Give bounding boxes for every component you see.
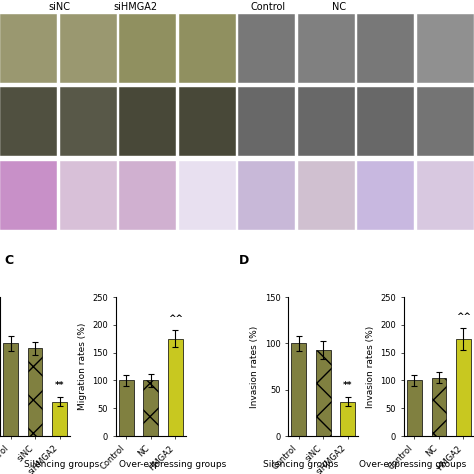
Text: **: ** [55,381,64,390]
Bar [340,402,355,436]
Bar [431,378,447,436]
Text: Control: Control [250,2,285,12]
Text: NC: NC [332,2,346,12]
Bar [407,381,422,436]
Text: D: D [239,254,250,266]
Bar [292,343,306,436]
Text: siNC: siNC [48,2,70,12]
Text: C: C [5,254,14,266]
Text: ^^: ^^ [456,312,471,321]
Text: **: ** [343,381,353,390]
Bar [3,343,18,436]
Bar [456,339,471,436]
Bar [316,350,330,436]
Text: Over-expressing groups: Over-expressing groups [359,460,466,469]
Y-axis label: Invasion rates (%): Invasion rates (%) [250,326,259,408]
Bar [144,381,158,436]
Bar [119,381,134,436]
Bar [52,402,67,436]
Text: siHMGA2: siHMGA2 [113,2,157,12]
Y-axis label: Migration rates (%): Migration rates (%) [78,323,87,410]
Bar [27,348,43,436]
Text: Silencing groups: Silencing groups [264,460,338,469]
Text: ^^: ^^ [168,314,183,323]
Bar [168,339,182,436]
Y-axis label: Invasion rates (%): Invasion rates (%) [366,326,375,408]
Text: Over-expressing groups: Over-expressing groups [119,460,227,469]
Text: Silencing groups: Silencing groups [24,460,99,469]
